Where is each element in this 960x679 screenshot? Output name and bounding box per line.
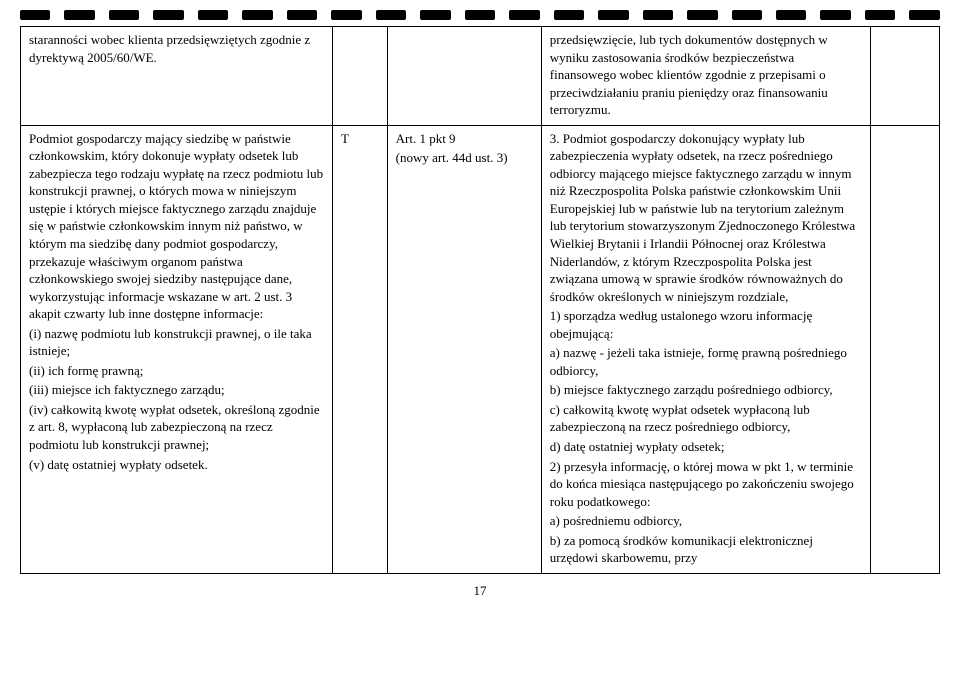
cell-reference bbox=[387, 27, 541, 126]
text-line: (ii) ich formę prawną; bbox=[29, 362, 324, 380]
perforation-hole bbox=[865, 10, 895, 20]
perforation-hole bbox=[776, 10, 806, 20]
perforation-hole bbox=[465, 10, 495, 20]
perforation-hole bbox=[820, 10, 850, 20]
text-line: (v) datę ostatniej wypłaty odsetek. bbox=[29, 456, 324, 474]
perforation-hole bbox=[109, 10, 139, 20]
perforation-hole bbox=[420, 10, 450, 20]
cell-text-left: staranności wobec klienta przedsięwzięty… bbox=[21, 27, 333, 126]
cell-text-left: Podmiot gospodarczy mający siedzibę w pa… bbox=[21, 125, 333, 573]
cell-marker: T bbox=[332, 125, 387, 573]
text-line: b) miejsce faktycznego zarządu pośrednie… bbox=[550, 381, 862, 399]
perforation-hole bbox=[331, 10, 361, 20]
text-line: (i) nazwę podmiotu lub konstrukcji prawn… bbox=[29, 325, 324, 360]
perforation-hole bbox=[554, 10, 584, 20]
perforation-strip bbox=[20, 10, 940, 26]
cell-text-right: 3. Podmiot gospodarczy dokonujący wypłat… bbox=[541, 125, 870, 573]
text-line: a) nazwę - jeżeli taka istnieje, formę p… bbox=[550, 344, 862, 379]
table-row: staranności wobec klienta przedsięwzięty… bbox=[21, 27, 940, 126]
perforation-hole bbox=[376, 10, 406, 20]
cell-reference: Art. 1 pkt 9(nowy art. 44d ust. 3) bbox=[387, 125, 541, 573]
perforation-hole bbox=[153, 10, 183, 20]
text-line: Podmiot gospodarczy mający siedzibę w pa… bbox=[29, 130, 324, 323]
cell-empty bbox=[870, 125, 939, 573]
perforation-hole bbox=[509, 10, 539, 20]
perforation-hole bbox=[687, 10, 717, 20]
perforation-hole bbox=[198, 10, 228, 20]
perforation-hole bbox=[287, 10, 317, 20]
text-line: 3. Podmiot gospodarczy dokonujący wypłat… bbox=[550, 130, 862, 305]
perforation-hole bbox=[20, 10, 50, 20]
text-line: (iii) miejsce ich faktycznego zarządu; bbox=[29, 381, 324, 399]
table-row: Podmiot gospodarczy mający siedzibę w pa… bbox=[21, 125, 940, 573]
text-line: c) całkowitą kwotę wypłat odsetek wypłac… bbox=[550, 401, 862, 436]
text-line: staranności wobec klienta przedsięwzięty… bbox=[29, 31, 324, 66]
cell-text-right: przedsięwzięcie, lub tych dokumentów dos… bbox=[541, 27, 870, 126]
text-line: 2) przesyła informację, o której mowa w … bbox=[550, 458, 862, 511]
text-line: b) za pomocą środków komunikacji elektro… bbox=[550, 532, 862, 567]
text-line: (iv) całkowitą kwotę wypłat odsetek, okr… bbox=[29, 401, 324, 454]
perforation-hole bbox=[64, 10, 94, 20]
text-line: (nowy art. 44d ust. 3) bbox=[396, 149, 533, 167]
text-line: 1) sporządza według ustalonego wzoru inf… bbox=[550, 307, 862, 342]
perforation-hole bbox=[643, 10, 673, 20]
text-line: a) pośredniemu odbiorcy, bbox=[550, 512, 862, 530]
text-line: Art. 1 pkt 9 bbox=[396, 130, 533, 148]
text-line: przedsięwzięcie, lub tych dokumentów dos… bbox=[550, 31, 862, 119]
perforation-hole bbox=[242, 10, 272, 20]
table-body: staranności wobec klienta przedsięwzięty… bbox=[21, 27, 940, 574]
page-number: 17 bbox=[20, 582, 940, 600]
cell-empty bbox=[870, 27, 939, 126]
cell-marker bbox=[332, 27, 387, 126]
perforation-hole bbox=[598, 10, 628, 20]
perforation-hole bbox=[909, 10, 939, 20]
text-line: T bbox=[341, 130, 379, 148]
perforation-hole bbox=[732, 10, 762, 20]
text-line: d) datę ostatniej wypłaty odsetek; bbox=[550, 438, 862, 456]
document-table: staranności wobec klienta przedsięwzięty… bbox=[20, 26, 940, 574]
